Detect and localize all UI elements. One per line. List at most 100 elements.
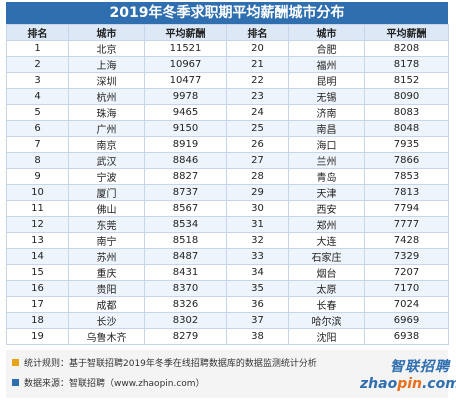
table-row: 5 珠海 9465 24 济南 8083 bbox=[6, 104, 449, 121]
rank-cell: 29 bbox=[226, 184, 289, 201]
city-cell: 佛山 bbox=[68, 200, 145, 217]
city-cell: 东莞 bbox=[68, 216, 145, 233]
rank-cell: 32 bbox=[226, 232, 289, 249]
city-cell: 青岛 bbox=[288, 168, 365, 185]
rank-cell: 12 bbox=[6, 216, 69, 233]
logo-cn-text: 智联招聘 bbox=[390, 359, 450, 375]
table-row: 15 重庆 8431 34 烟台 7207 bbox=[6, 264, 449, 281]
salary-cell: 8152 bbox=[364, 72, 449, 89]
rank-cell: 8 bbox=[6, 152, 69, 169]
header-row: 排名 城市 平均薪酬 排名 城市 平均薪酬 bbox=[6, 24, 449, 41]
salary-cell: 7853 bbox=[364, 168, 449, 185]
city-cell: 天津 bbox=[288, 184, 365, 201]
salary-cell: 8302 bbox=[144, 312, 227, 329]
city-cell: 上海 bbox=[68, 56, 145, 73]
salary-cell: 6938 bbox=[364, 328, 449, 345]
table-row: 17 成都 8326 36 长春 7024 bbox=[6, 296, 449, 313]
city-cell: 珠海 bbox=[68, 104, 145, 121]
city-cell: 福州 bbox=[288, 56, 365, 73]
rank-cell: 25 bbox=[226, 120, 289, 137]
rank-cell: 27 bbox=[226, 152, 289, 169]
salary-cell: 7329 bbox=[364, 248, 449, 265]
rank-cell: 38 bbox=[226, 328, 289, 345]
salary-cell: 10967 bbox=[144, 56, 227, 73]
table-title: 2019年冬季求职期平均薪酬城市分布 bbox=[6, 2, 448, 24]
rank-cell: 26 bbox=[226, 136, 289, 153]
city-cell: 兰州 bbox=[288, 152, 365, 169]
rank-cell: 37 bbox=[226, 312, 289, 329]
rank-cell: 18 bbox=[6, 312, 69, 329]
rank-cell: 21 bbox=[226, 56, 289, 73]
city-cell: 济南 bbox=[288, 104, 365, 121]
salary-cell: 8567 bbox=[144, 200, 227, 217]
notes-area: 统计规则：基于智联招聘2019年冬季在线招聘数据库的数据监测统计分析 数据来源：… bbox=[6, 350, 448, 398]
salary-cell: 7935 bbox=[364, 136, 449, 153]
rank-cell: 24 bbox=[226, 104, 289, 121]
salary-cell: 8487 bbox=[144, 248, 227, 265]
table-row: 2 上海 10967 21 福州 8178 bbox=[6, 56, 449, 73]
rank-cell: 31 bbox=[226, 216, 289, 233]
salary-cell: 8326 bbox=[144, 296, 227, 313]
table-row: 10 厦门 8737 29 天津 7813 bbox=[6, 184, 449, 201]
note-rule-text: 统计规则：基于智联招聘2019年冬季在线招聘数据库的数据监测统计分析 bbox=[24, 359, 317, 369]
salary-cell: 7207 bbox=[364, 264, 449, 281]
logo-url-mid: pin bbox=[397, 376, 422, 392]
salary-cell: 7170 bbox=[364, 280, 449, 297]
rank-cell: 33 bbox=[226, 248, 289, 265]
city-cell: 海口 bbox=[288, 136, 365, 153]
salary-cell: 8178 bbox=[364, 56, 449, 73]
salary-cell: 8737 bbox=[144, 184, 227, 201]
city-cell: 宁波 bbox=[68, 168, 145, 185]
salary-cell: 8827 bbox=[144, 168, 227, 185]
city-cell: 沈阳 bbox=[288, 328, 365, 345]
rank-cell: 36 bbox=[226, 296, 289, 313]
column-header: 排名 bbox=[226, 24, 289, 41]
rank-cell: 16 bbox=[6, 280, 69, 297]
city-cell: 大连 bbox=[288, 232, 365, 249]
salary-cell: 9465 bbox=[144, 104, 227, 121]
rank-cell: 19 bbox=[6, 328, 69, 345]
rank-cell: 6 bbox=[6, 120, 69, 137]
table-row: 12 东莞 8534 31 郑州 7777 bbox=[6, 216, 449, 233]
column-header: 平均薪酬 bbox=[364, 24, 449, 41]
rank-cell: 14 bbox=[6, 248, 69, 265]
rank-cell: 35 bbox=[226, 280, 289, 297]
salary-cell: 8279 bbox=[144, 328, 227, 345]
rank-cell: 7 bbox=[6, 136, 69, 153]
rank-cell: 13 bbox=[6, 232, 69, 249]
salary-cell: 6969 bbox=[364, 312, 449, 329]
city-cell: 乌鲁木齐 bbox=[68, 328, 145, 345]
city-cell: 太原 bbox=[288, 280, 365, 297]
rank-cell: 5 bbox=[6, 104, 69, 121]
city-cell: 无锡 bbox=[288, 88, 365, 105]
table-row: 8 武汉 8846 27 兰州 7866 bbox=[6, 152, 449, 169]
city-cell: 苏州 bbox=[68, 248, 145, 265]
rank-cell: 10 bbox=[6, 184, 69, 201]
salary-cell: 11521 bbox=[144, 40, 227, 57]
salary-cell: 8083 bbox=[364, 104, 449, 121]
table-row: 18 长沙 8302 37 哈尔滨 6969 bbox=[6, 312, 449, 329]
city-cell: 南昌 bbox=[288, 120, 365, 137]
salary-cell: 8919 bbox=[144, 136, 227, 153]
city-cell: 广州 bbox=[68, 120, 145, 137]
rank-cell: 23 bbox=[226, 88, 289, 105]
city-cell: 昆明 bbox=[288, 72, 365, 89]
bullet-square-icon bbox=[12, 359, 19, 366]
city-cell: 石家庄 bbox=[288, 248, 365, 265]
table-row: 6 广州 9150 25 南昌 8048 bbox=[6, 120, 449, 137]
rank-cell: 34 bbox=[226, 264, 289, 281]
city-cell: 深圳 bbox=[68, 72, 145, 89]
rank-cell: 17 bbox=[6, 296, 69, 313]
table-row: 11 佛山 8567 30 西安 7794 bbox=[6, 200, 449, 217]
salary-cell: 7866 bbox=[364, 152, 449, 169]
table-row: 13 南宁 8518 32 大连 7428 bbox=[6, 232, 449, 249]
salary-cell: 8208 bbox=[364, 40, 449, 57]
salary-cell: 7024 bbox=[364, 296, 449, 313]
city-cell: 哈尔滨 bbox=[288, 312, 365, 329]
city-cell: 长沙 bbox=[68, 312, 145, 329]
rank-cell: 22 bbox=[226, 72, 289, 89]
city-cell: 北京 bbox=[68, 40, 145, 57]
salary-cell: 8846 bbox=[144, 152, 227, 169]
column-header: 城市 bbox=[288, 24, 365, 41]
city-cell: 厦门 bbox=[68, 184, 145, 201]
